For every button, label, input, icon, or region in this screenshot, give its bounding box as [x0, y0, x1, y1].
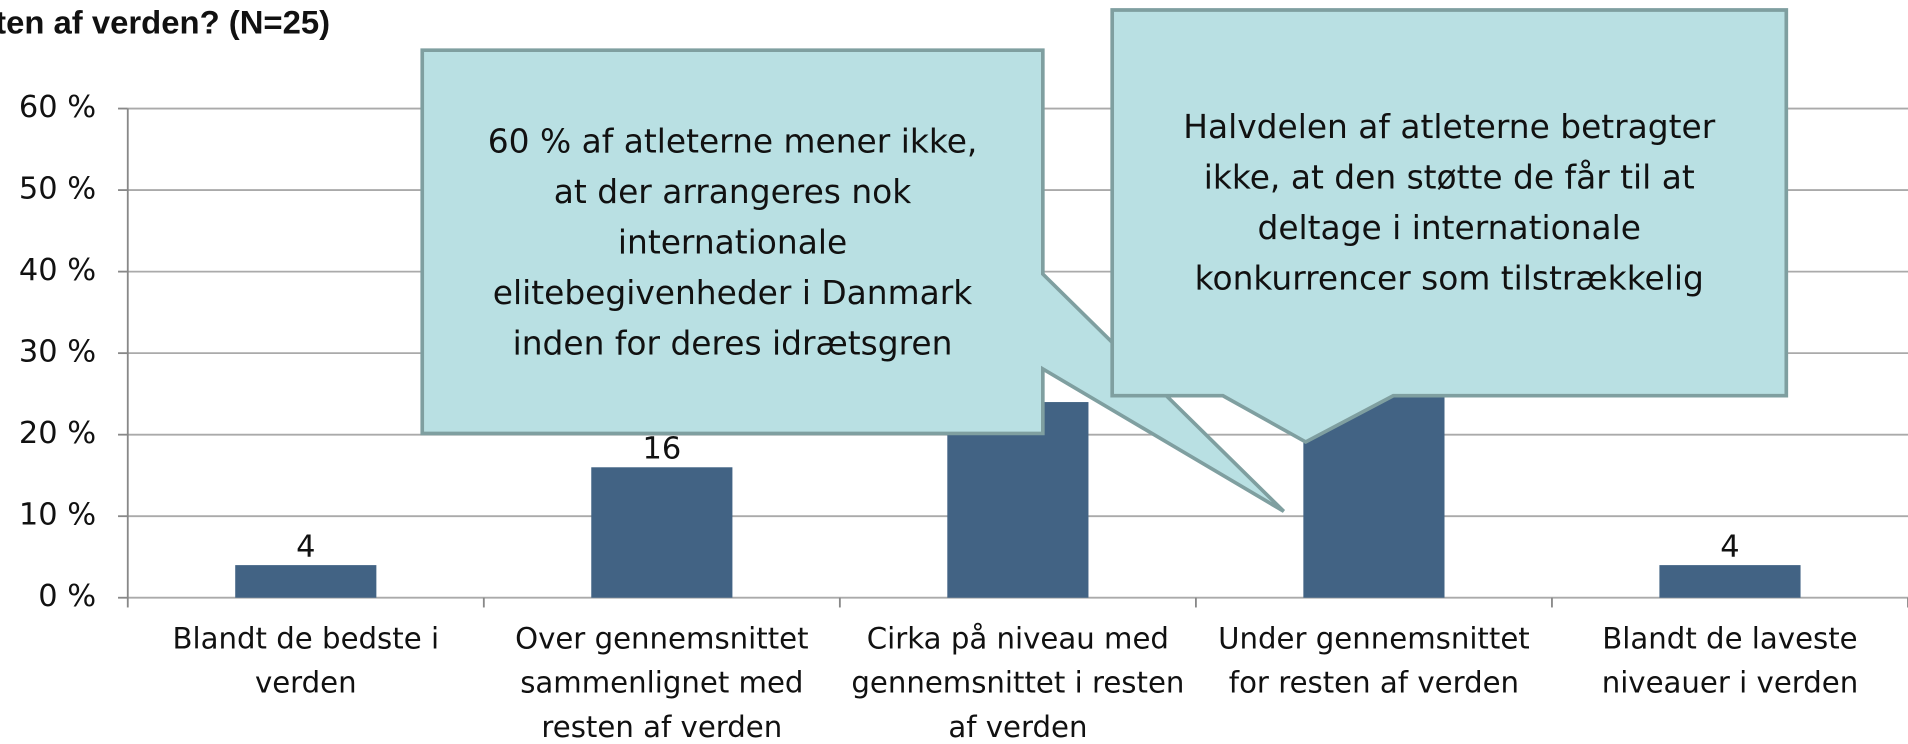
x-tick-label-line: for resten af verden — [1229, 666, 1519, 700]
x-tick-label-line: af verden — [948, 710, 1087, 744]
x-tick-label-line: sammenlignet med — [520, 666, 803, 700]
y-tick-label: 60 % — [19, 90, 96, 125]
callout-line: 60 % af atleterne mener ikke, — [488, 122, 978, 160]
callout-text: Halvdelen af atleterne betragter ikke, at… — [1183, 108, 1715, 297]
callout-box — [420, 48, 1286, 513]
chart-title: ten af verden? (N=25) — [0, 3, 330, 40]
callout-line: ikke, at den støtte de får til at — [1204, 157, 1695, 196]
x-tick-label-line: Blandt de bedste i — [173, 621, 440, 655]
y-tick-label: 50 % — [19, 172, 96, 207]
bar — [235, 565, 377, 598]
callouts: 60 % af atleterne mener ikke, at der arra… — [420, 8, 1789, 513]
y-tick-label: 40 % — [19, 253, 96, 288]
x-tick-label-line: Under gennemsnittet — [1218, 621, 1530, 655]
x-tick-label-line: gennemsnittet i resten — [851, 666, 1184, 700]
bar — [591, 467, 733, 598]
callout-line: internationale — [618, 223, 847, 261]
callout-line: Halvdelen af atleterne betragter — [1183, 108, 1715, 146]
x-tick-label: Cirka på niveau med gennemsnittet i reste… — [851, 621, 1184, 744]
x-tick-label-line: verden — [255, 666, 357, 700]
x-tick-label-line: Cirka på niveau med — [867, 621, 1169, 655]
y-tick-label: 0 % — [38, 579, 96, 614]
data-label: 16 — [642, 432, 681, 467]
x-tick-label-line: resten af verden — [541, 710, 782, 744]
callout-line: deltage i internationale — [1257, 209, 1641, 247]
callout-box — [1110, 8, 1789, 445]
callout-text: 60 % af atleterne mener ikke, at der arra… — [488, 122, 978, 362]
x-tick-label-line: Blandt de laveste — [1602, 621, 1857, 655]
x-tick-label: Over gennemsnittet sammenlignet med resten… — [515, 621, 808, 744]
bar — [1659, 565, 1801, 598]
callout-line: konkurrencer som tilstrækkelig — [1195, 259, 1704, 297]
y-tick-label: 30 % — [19, 335, 96, 370]
data-label: 4 — [1720, 530, 1739, 565]
callout-line: at der arrangeres nok — [554, 173, 911, 211]
data-label: 4 — [296, 530, 315, 565]
y-tick-label: 20 % — [19, 416, 96, 451]
callout-line: elitebegivenheder i Danmark — [493, 274, 973, 312]
x-tick-label: Blandt de bedste i verden — [173, 621, 440, 699]
y-tick-label: 10 % — [19, 498, 96, 533]
callout-line: inden for deres idrætsgren — [513, 324, 953, 362]
x-tick-label: Blandt de laveste niveauer i verden — [1602, 621, 1859, 699]
x-tick-label: Under gennemsnittet for resten af verden — [1218, 621, 1530, 699]
x-tick-label-line: niveauer i verden — [1602, 666, 1859, 700]
x-tick-label-line: Over gennemsnittet — [515, 621, 808, 655]
